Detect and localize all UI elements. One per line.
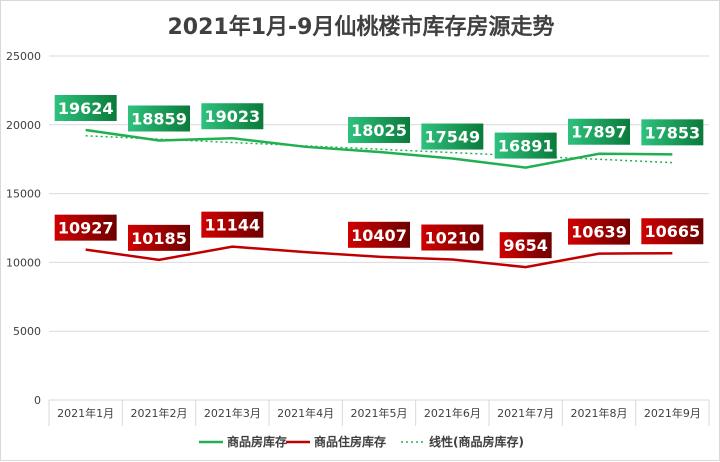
data-label: 10927 bbox=[58, 219, 114, 238]
data-label: 17897 bbox=[571, 123, 627, 142]
data-label: 11144 bbox=[204, 216, 260, 235]
data-label-box bbox=[201, 103, 264, 130]
x-tick-label: 2021年1月 bbox=[57, 406, 114, 420]
data-label: 10210 bbox=[424, 229, 480, 248]
x-tick-label: 2021年6月 bbox=[424, 406, 481, 420]
data-label-box bbox=[348, 116, 410, 143]
x-tick-label: 2021年5月 bbox=[351, 406, 408, 420]
y-tick-label: 25000 bbox=[6, 50, 41, 63]
legend-label: 线性(商品房库存) bbox=[429, 434, 524, 449]
data-label-box bbox=[128, 224, 190, 251]
data-label-box bbox=[348, 221, 410, 248]
data-label: 10185 bbox=[131, 229, 187, 248]
legend-label: 商品房库存 bbox=[227, 434, 287, 449]
data-label-box bbox=[54, 214, 117, 241]
data-label: 18025 bbox=[351, 121, 407, 140]
data-label-box bbox=[421, 224, 484, 251]
series-line-1 bbox=[85, 128, 673, 169]
data-label-box bbox=[128, 105, 190, 132]
series-line-2 bbox=[85, 245, 673, 269]
x-tick-label: 2021年4月 bbox=[277, 406, 334, 420]
data-label: 10639 bbox=[571, 223, 627, 242]
data-label: 10665 bbox=[644, 222, 700, 241]
y-tick-label: 20000 bbox=[6, 119, 41, 132]
chart-title: 2021年1月-9月仙桃楼市库存房源走势 bbox=[167, 15, 555, 40]
x-tick-label: 2021年3月 bbox=[204, 406, 261, 420]
x-tick-label: 2021年7月 bbox=[497, 406, 554, 420]
data-label-box bbox=[641, 218, 704, 245]
x-tick-label: 2021年8月 bbox=[571, 406, 628, 420]
x-tick-label: 2021年9月 bbox=[644, 406, 701, 420]
legend-label: 商品住房库存 bbox=[314, 434, 386, 449]
data-label: 17853 bbox=[644, 123, 700, 142]
data-label: 16891 bbox=[498, 137, 554, 156]
data-label: 19023 bbox=[204, 107, 260, 126]
y-tick-label: 15000 bbox=[6, 188, 41, 201]
y-tick-label: 5000 bbox=[13, 325, 41, 338]
data-label-box bbox=[568, 218, 630, 245]
data-label-box bbox=[641, 119, 704, 146]
data-label-box bbox=[568, 118, 630, 145]
data-label: 19624 bbox=[58, 99, 114, 118]
data-label: 9654 bbox=[503, 236, 548, 255]
data-label: 17549 bbox=[424, 128, 480, 147]
data-label-box bbox=[201, 211, 264, 238]
y-tick-label: 0 bbox=[34, 394, 41, 407]
data-label: 18859 bbox=[131, 110, 187, 129]
data-label-box bbox=[499, 232, 552, 259]
data-label-box bbox=[494, 132, 557, 159]
y-tick-label: 10000 bbox=[6, 256, 41, 269]
data-label-box bbox=[54, 94, 117, 121]
data-label-box bbox=[421, 123, 484, 150]
x-tick-label: 2021年2月 bbox=[131, 406, 188, 420]
data-label: 10407 bbox=[351, 226, 407, 245]
